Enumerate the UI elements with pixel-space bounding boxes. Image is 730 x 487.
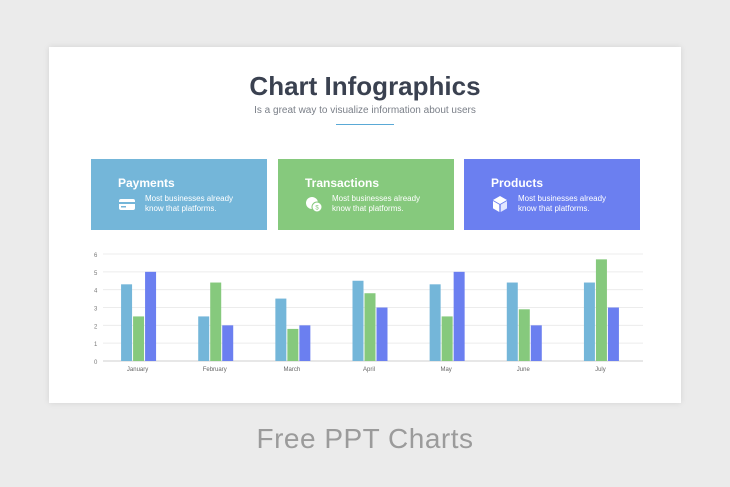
bar: [222, 325, 234, 361]
title-underline: [336, 124, 394, 125]
slide: Chart Infographics Is a great way to vis…: [49, 47, 681, 403]
card-text-line: Most businesses already: [518, 194, 607, 203]
bar: [198, 316, 210, 361]
footer-caption: Free PPT Charts: [256, 423, 474, 454]
page-title: Chart Infographics: [249, 71, 481, 101]
card-description: Most businesses already know that platfo…: [332, 194, 442, 214]
payments-card: Payments Most businesses already know th…: [91, 159, 267, 230]
y-tick-label: 0: [94, 360, 98, 366]
card-title: Payments: [118, 176, 175, 190]
card-description: Most businesses already know that platfo…: [518, 194, 628, 214]
bar: [518, 309, 530, 361]
card-text-line: Most businesses already: [145, 194, 234, 203]
bar-chart: 0 1 2 3 4 5 6 January February March April May June J…: [91, 247, 646, 387]
bar: [441, 316, 453, 361]
bar: [530, 325, 542, 361]
y-tick-label: 2: [94, 324, 98, 330]
card-text-line: Most businesses already: [332, 194, 421, 203]
card-description: Most businesses already know that platfo…: [145, 194, 255, 214]
bar: [453, 271, 465, 361]
bar: [607, 307, 619, 361]
svg-text:$: $: [315, 206, 319, 212]
bar: [299, 325, 311, 361]
bar: [210, 282, 222, 361]
bar: [506, 282, 518, 361]
wallet-icon: [118, 195, 136, 213]
bar: [287, 328, 299, 361]
bar: [364, 293, 376, 361]
y-tick-label: 5: [94, 271, 98, 277]
x-tick-label: April: [363, 367, 375, 373]
y-tick-label: 6: [94, 253, 98, 259]
box-icon: [491, 195, 509, 213]
bar: [133, 316, 145, 361]
bar: [121, 284, 133, 361]
chart-svg: 0 1 2 3 4 5 6 January February March April May June J…: [94, 253, 643, 373]
x-tick-label: March: [284, 367, 301, 373]
x-tick-label: February: [203, 367, 227, 373]
y-tick-label: 1: [94, 342, 98, 348]
products-card: Products Most businesses already know th…: [464, 159, 640, 230]
bar: [595, 259, 607, 361]
coins-icon: $: [305, 195, 323, 213]
x-tick-label: July: [595, 367, 606, 373]
x-tick-label: June: [517, 367, 531, 373]
card-text-line: know that platforms.: [332, 204, 404, 213]
bar: [352, 280, 364, 361]
card-text-line: know that platforms.: [145, 204, 217, 213]
transactions-card: Transactions $ Most businesses already k…: [278, 159, 454, 230]
x-tick-label: January: [127, 367, 148, 373]
y-tick-label: 3: [94, 307, 98, 313]
x-tick-label: May: [440, 367, 451, 373]
page-subtitle: Is a great way to visualize information …: [254, 105, 476, 116]
bar: [376, 307, 388, 361]
bar: [275, 298, 287, 361]
card-title: Products: [491, 176, 544, 190]
bar: [429, 284, 441, 361]
card-text-line: know that platforms.: [518, 204, 590, 213]
bar: [145, 271, 157, 361]
y-tick-label: 4: [94, 289, 98, 295]
bar: [583, 282, 595, 361]
card-title: Transactions: [305, 176, 380, 190]
